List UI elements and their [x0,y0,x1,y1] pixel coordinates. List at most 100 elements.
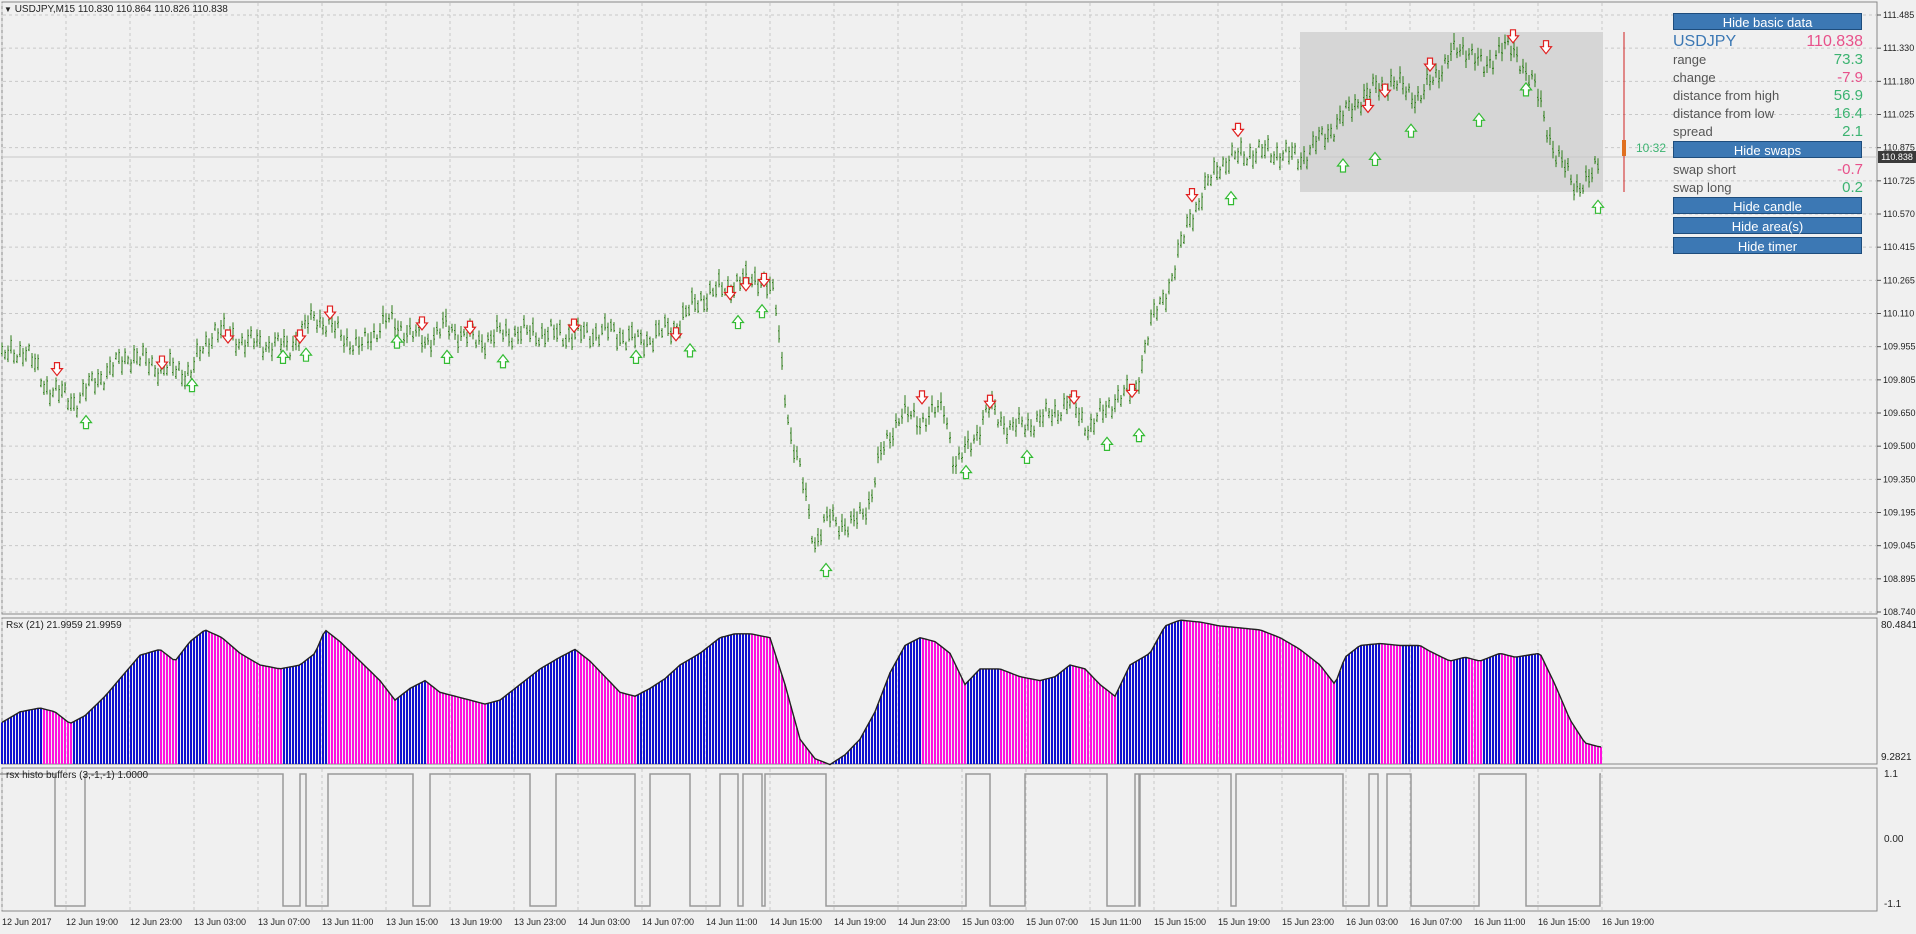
buy-signal-arrow-icon [440,349,454,364]
buy-signal-arrow-icon [299,347,313,362]
sell-signal-arrow-icon [50,361,64,377]
change-value: -7.9 [1837,69,1863,86]
histo-panel-frame [1,767,1878,912]
price-axis-label: 111.180 [1883,76,1914,86]
price-axis-label: 111.485 [1883,10,1914,20]
change-label: change [1673,70,1716,85]
rsx-axis-bottom: 9.2821 [1881,752,1912,763]
sell-signal-arrow-icon [323,305,337,321]
buy-signal-arrow-icon [755,303,769,319]
hide-basic-data-button[interactable]: Hide basic data [1673,13,1862,30]
sell-signal-arrow-icon [1378,83,1392,99]
rsx-axis-top: 80.4841 [1881,620,1916,631]
range-label: range [1673,52,1707,67]
rsx-panel-svg [1,617,1878,766]
time-axis-label: 12 Jun 2017 [2,917,52,927]
hide-areas-button[interactable]: Hide area(s) [1673,217,1862,234]
spread-value: 2.1 [1842,123,1863,140]
sell-signal-arrow-icon [915,390,929,405]
time-axis-label: 15 Jun 19:00 [1218,917,1271,927]
hide-timer-button[interactable]: Hide timer [1673,237,1862,254]
buy-signal-arrow-icon [819,562,833,578]
symbol-price: 110.838 [1806,33,1863,50]
histo-axis-bottom: -1.1 [1884,899,1902,910]
time-axis-label: 13 Jun 11:00 [322,917,374,927]
price-axis-label: 111.330 [1883,43,1914,53]
histo-panel-svg [0,767,1878,912]
time-axis-label: 15 Jun 15:00 [1154,917,1207,927]
time-axis-label: 16 Jun 11:00 [1474,917,1526,927]
price-axis-label: 110.570 [1883,209,1915,219]
sell-signal-arrow-icon [1423,57,1437,73]
sell-signal-arrow-icon [463,320,477,336]
price-axis-label: 109.650 [1883,408,1916,418]
price-axis-label: 110.875 [1883,143,1915,153]
buy-signal-arrow-icon [390,334,404,349]
time-axis-label: 16 Jun 07:00 [1410,917,1463,927]
price-axis-label: 109.955 [1883,342,1916,352]
time-axis-label: 13 Jun 23:00 [514,917,567,927]
sell-signal-arrow-icon [1231,122,1245,138]
sell-signal-arrow-icon [1185,188,1199,203]
rsx-line [1,619,1602,766]
sell-signal-arrow-icon [669,327,683,342]
time-axis-label: 14 Jun 19:00 [834,917,887,927]
buy-signal-arrow-icon [731,314,745,330]
sell-signal-arrow-icon [155,355,169,371]
price-axis-label: 110.725 [1883,176,1915,186]
rsx-header: Rsx (21) 21.9959 21.9959 [6,620,122,631]
sell-signal-arrow-icon [723,285,737,301]
buy-signal-arrow-icon [1591,199,1605,214]
price-axis-label: 109.500 [1883,441,1916,451]
time-axis-label: 13 Jun 15:00 [386,917,439,927]
swap-long-label: swap long [1673,180,1732,195]
buy-signal-arrow-icon [1020,449,1034,465]
time-axis-label: 14 Jun 07:00 [642,917,695,927]
sell-signal-arrow-icon [415,316,429,331]
sell-signal-arrow-icon [1361,98,1375,114]
buy-signal-arrow-icon [1519,81,1533,97]
buy-signal-arrow-icon [1224,190,1238,206]
buy-signal-arrow-icon [1472,112,1486,127]
sell-signal-arrow-icon [1506,29,1520,44]
swap-short-label: swap short [1673,162,1736,177]
sell-signal-arrow-icon [1125,383,1139,399]
buy-signal-arrow-icon [959,464,973,480]
histo-header: rsx histo buffers (3,-1,-1) 1.0000 [6,770,149,781]
price-axis-label: 109.350 [1883,474,1916,484]
sell-signal-arrow-icon [757,272,771,288]
symbol-name: USDJPY [1673,33,1737,50]
price-axis-label: 110.265 [1883,275,1915,285]
time-axis-label: 14 Jun 03:00 [578,917,631,927]
swap-long-value: 0.2 [1842,179,1863,196]
time-axis-label: 14 Jun 23:00 [898,917,951,927]
buy-signal-arrow-icon [1404,123,1418,138]
time-axis-label: 13 Jun 07:00 [258,917,311,927]
price-axis-label: 110.415 [1883,242,1915,252]
distance-from-high-label: distance from high [1673,88,1780,103]
main-chart[interactable]: 111.485 111.330 111.180 111.025 110.875 110.7… [0,0,1916,616]
current-price-tag: 110.838 [1878,151,1916,163]
swap-short-value: -0.7 [1837,161,1863,178]
time-axis-label: 15 Jun 03:00 [962,917,1015,927]
time-axis: 12 Jun 2017 12 Jun 19:00 12 Jun 23:00 13 Ju… [0,914,1916,934]
buy-signal-arrow-icon [79,414,93,430]
collapse-arrow-icon[interactable]: ▼ [4,5,12,14]
hide-swaps-button[interactable]: Hide swaps [1673,141,1862,158]
sell-signal-arrow-icon [739,277,753,292]
sell-signal-arrow-icon [221,329,235,344]
hide-candle-button[interactable]: Hide candle [1673,197,1862,214]
time-axis-label: 14 Jun 11:00 [706,917,758,927]
time-axis-label: 15 Jun 11:00 [1090,917,1142,927]
buy-signal-arrow-icon [1368,151,1382,167]
buy-signal-arrow-icon [1336,158,1350,173]
time-axis-label: 15 Jun 07:00 [1026,917,1079,927]
price-axis-label: 109.805 [1883,375,1916,385]
distance-from-low-label: distance from low [1673,106,1775,121]
time-axis-label: 14 Jun 15:00 [770,917,823,927]
histo-panel[interactable]: rsx histo buffers (3,-1,-1) 1.0000 1.1 0… [0,766,1916,914]
time-axis-label: 13 Jun 19:00 [450,917,503,927]
buy-signal-arrow-icon [629,349,643,364]
rsx-panel[interactable]: Rsx (21) 21.9959 21.9959 80.4841 9.2821 [0,616,1916,766]
sell-signal-arrow-icon [567,318,581,334]
